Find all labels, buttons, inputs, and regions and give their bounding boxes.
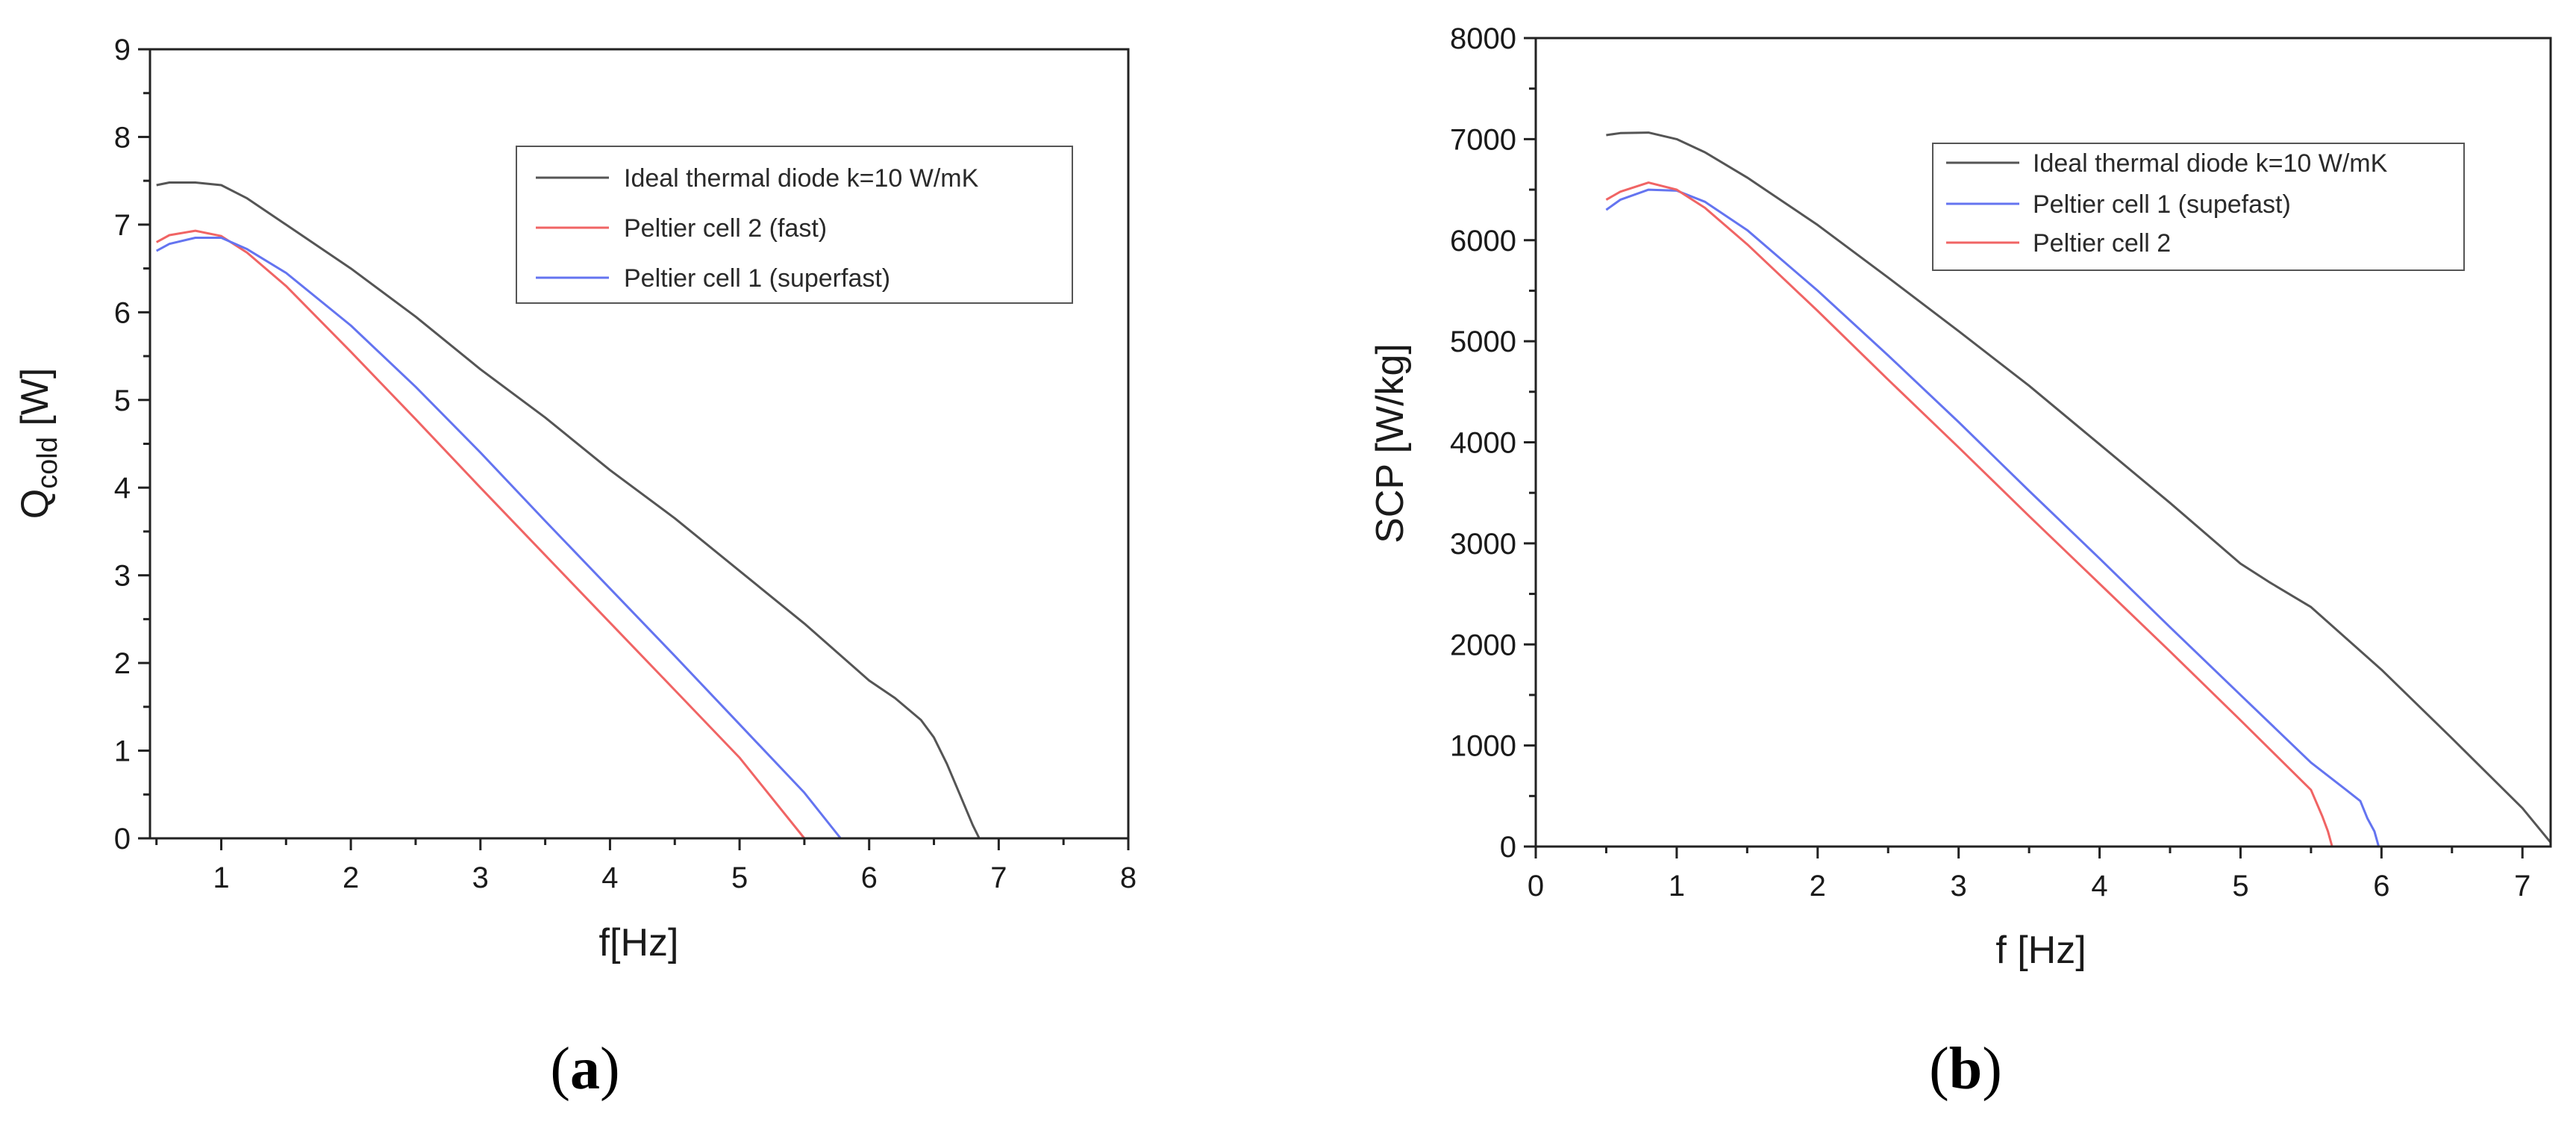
x-axis-title: f[Hz] xyxy=(599,921,679,964)
legend-box xyxy=(516,146,1073,304)
chart-panel-a: 1 2 3 4 5 6 7 8 0 1 2 3 4 5 6 7 8 9 f[Hz] Qcold [W] Ideal… xyxy=(13,34,1137,1102)
y-tick-label: 0 xyxy=(1500,831,1516,864)
x-axis-title: f [Hz] xyxy=(1995,929,2086,972)
legend: Ideal thermal diode k=10 W/mK Peltier ce… xyxy=(1932,143,2465,271)
tick-labels: 0 1 2 3 4 5 6 7 0 1000 2000 3000 4000 5000 6000 7000 800… xyxy=(1450,22,2530,903)
y-axis-title: Qcold [W] xyxy=(13,368,63,520)
y-tick-label: 3 xyxy=(114,560,131,593)
chart-panel-b: 0 1 2 3 4 5 6 7 0 1000 2000 3000 4000 5000 6000 7000 800… xyxy=(1369,22,2552,1102)
x-tick-label: 3 xyxy=(1951,870,1967,903)
x-tick-label: 7 xyxy=(2514,870,2530,903)
y-tick-label: 9 xyxy=(114,34,131,66)
x-tick-label: 4 xyxy=(601,861,618,894)
y-tick-label: 5000 xyxy=(1450,325,1516,358)
series-line-3 xyxy=(1605,181,2333,847)
y-tick-label: 0 xyxy=(114,823,131,855)
panel-label-open: ( xyxy=(1929,1036,1949,1102)
legend-label: Ideal thermal diode k=10 W/mK xyxy=(2033,149,2388,178)
panel-label-a: (a) xyxy=(550,1036,619,1102)
y-tick-label: 2000 xyxy=(1450,629,1516,661)
y-axis-title: SCP [W/kg] xyxy=(1369,343,1412,543)
x-tick-label: 0 xyxy=(1528,870,1544,903)
x-tick-label: 8 xyxy=(1120,861,1137,894)
x-tick-label: 7 xyxy=(990,861,1007,894)
panel-label-open: ( xyxy=(550,1036,570,1102)
panel-label-letter: b xyxy=(1949,1036,1983,1102)
x-tick-label: 1 xyxy=(213,861,229,894)
axis-ticks xyxy=(1524,37,2524,858)
y-tick-label: 5 xyxy=(114,384,131,417)
series-line-1 xyxy=(1606,131,2552,844)
x-tick-label: 6 xyxy=(861,861,878,894)
x-tick-label: 6 xyxy=(2373,870,2389,903)
x-tick-label: 1 xyxy=(1669,870,1685,903)
y-tick-label: 2 xyxy=(114,647,131,680)
x-tick-label: 2 xyxy=(343,861,359,894)
legend-box xyxy=(1932,143,2465,271)
y-tick-label: 7000 xyxy=(1450,123,1516,156)
x-tick-label: 3 xyxy=(472,861,489,894)
panel-label-close: ) xyxy=(600,1036,620,1102)
legend-label: Peltier cell 1 (superfast) xyxy=(624,264,890,293)
x-tick-label: 4 xyxy=(2091,870,2107,903)
panel-label-close: ) xyxy=(1982,1036,2002,1102)
x-tick-label: 5 xyxy=(731,861,748,894)
y-axis-title-sub: cold xyxy=(32,437,63,489)
y-tick-label: 8 xyxy=(114,121,131,154)
y-tick-label: 3000 xyxy=(1450,528,1516,561)
y-tick-label: 4 xyxy=(114,472,131,505)
axis-ticks xyxy=(138,48,1130,850)
plot-lines xyxy=(1605,131,2552,847)
x-tick-label: 2 xyxy=(1810,870,1826,903)
y-axis-title-unit: [W] xyxy=(13,368,57,437)
y-tick-label: 6 xyxy=(114,296,131,329)
y-tick-label: 4000 xyxy=(1450,427,1516,460)
y-tick-label: 7 xyxy=(114,209,131,242)
series-line-2 xyxy=(1605,188,2380,847)
y-tick-label: 1 xyxy=(114,735,131,768)
series-line-3 xyxy=(155,237,842,839)
legend-label: Peltier cell 2 xyxy=(2033,229,2171,258)
legend-label: Peltier cell 2 (fast) xyxy=(624,214,827,243)
series-line-1 xyxy=(156,181,981,839)
y-tick-label: 1000 xyxy=(1450,730,1516,763)
panel-label-b: (b) xyxy=(1929,1036,2002,1102)
y-axis-title-main: Q xyxy=(13,489,57,519)
legend-label: Peltier cell 1 (supefast) xyxy=(2033,190,2291,219)
plot-lines xyxy=(155,181,981,839)
y-tick-label: 6000 xyxy=(1450,225,1516,258)
legend: Ideal thermal diode k=10 W/mK Peltier ce… xyxy=(516,146,1073,304)
series-line-2 xyxy=(155,229,806,839)
legend-label: Ideal thermal diode k=10 W/mK xyxy=(624,164,979,193)
x-tick-label: 5 xyxy=(2232,870,2248,903)
y-axis-title-main: SCP [W/kg] xyxy=(1369,343,1412,543)
tick-labels: 1 2 3 4 5 6 7 8 0 1 2 3 4 5 6 7 8 9 xyxy=(114,34,1137,894)
panel-label-letter: a xyxy=(570,1036,600,1102)
y-tick-label: 8000 xyxy=(1450,22,1516,55)
